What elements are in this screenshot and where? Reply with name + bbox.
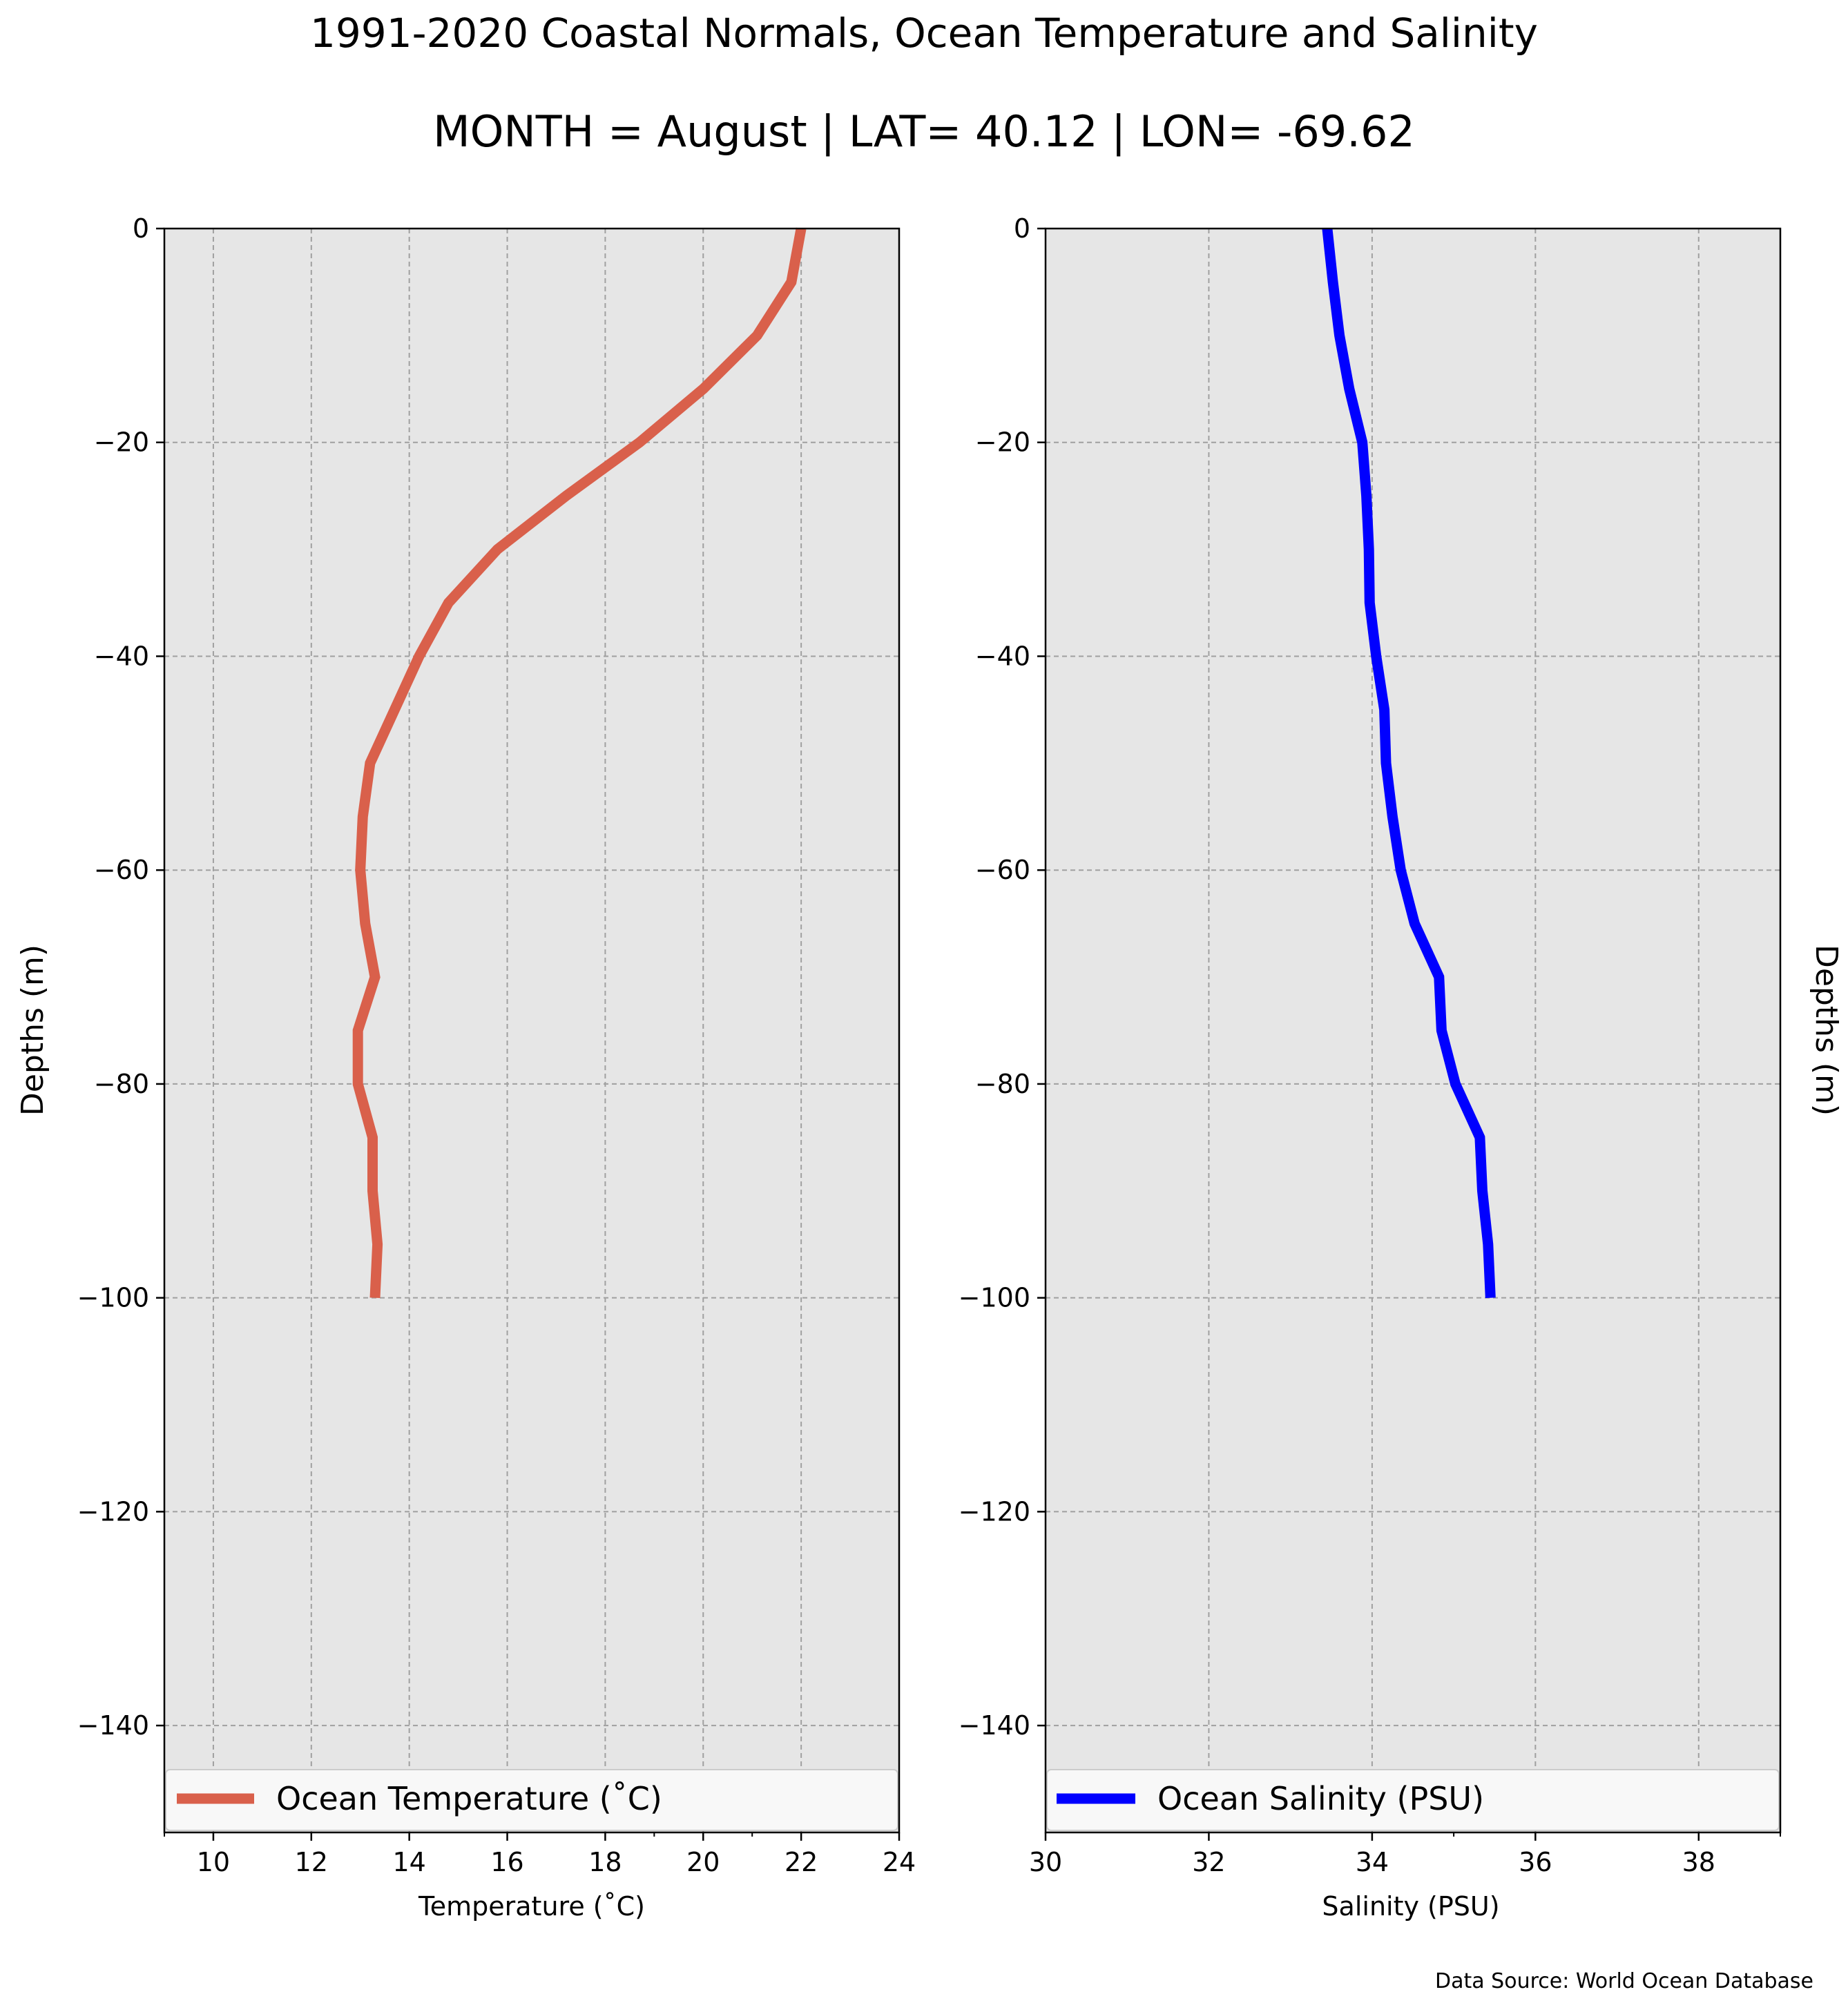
salinity-y-tick-label: −140 [959, 1710, 1030, 1741]
salinity-series-line [1322, 228, 1496, 1299]
temperature-x-tick-label: 16 [490, 1847, 523, 1877]
temperature-data-point [375, 977, 376, 978]
salinity-data-point [1441, 1030, 1442, 1031]
temperature-x-tick-label: 12 [295, 1847, 328, 1877]
salinity-data-point [1482, 1190, 1483, 1191]
salinity-data-point [1438, 977, 1439, 978]
salinity-plot-area [1046, 229, 1780, 1832]
salinity-panel: Ocean Salinity (PSU) 30 32 34 36 38 0 −20 −40 −… [959, 213, 1844, 1922]
salinity-y-tick-label: −40 [975, 641, 1030, 671]
salinity-data-point [1414, 923, 1415, 924]
salinity-data-point [1479, 1137, 1480, 1138]
temperature-data-point [372, 1137, 373, 1138]
figure-subtitle: MONTH = August | LAT= 40.12 | LON= -69.6… [433, 106, 1415, 157]
salinity-x-tick-label: 30 [1029, 1847, 1062, 1877]
temperature-y-tick-label: 0 [133, 213, 149, 244]
salinity-data-point [1490, 1297, 1491, 1298]
temperature-x-tick-label: 10 [197, 1847, 230, 1877]
temperature-legend-label: Ocean Temperature (˚C) [276, 1780, 662, 1817]
temperature-y-axis-label: Depths (m) [15, 945, 50, 1116]
salinity-legend-label: Ocean Salinity (PSU) [1157, 1780, 1484, 1817]
temperature-data-point [375, 1297, 376, 1298]
temperature-data-point [377, 1244, 378, 1245]
salinity-y-ticks: 0 −20 −40 −60 −80 −100 −120 −140 [959, 213, 1046, 1741]
temperature-data-point [394, 709, 395, 710]
salinity-data-point [1392, 816, 1393, 817]
salinity-y-tick-label: −20 [975, 427, 1030, 458]
salinity-x-tick-label: 34 [1356, 1847, 1389, 1877]
salinity-data-point [1362, 442, 1363, 443]
temperature-y-tick-label: −20 [94, 427, 149, 458]
temperature-x-tick-label: 20 [686, 1847, 720, 1877]
salinity-y-tick-label: −120 [959, 1496, 1030, 1527]
temperature-x-tick-label: 22 [785, 1847, 818, 1877]
salinity-data-point [1384, 709, 1385, 710]
temperature-series-line [352, 227, 807, 1299]
salinity-x-axis-label: Salinity (PSU) [1322, 1891, 1499, 1922]
salinity-x-tick-label: 36 [1519, 1847, 1552, 1877]
temperature-data-point [418, 656, 419, 657]
temperature-x-tick-label: 14 [392, 1847, 425, 1877]
temperature-y-tick-label: −40 [94, 641, 149, 671]
data-source-note: Data Source: World Ocean Database [1435, 1969, 1813, 1993]
temperature-panel: Ocean Temperature (˚C) 10 12 14 16 18 20 22 24 … [15, 213, 916, 1922]
salinity-line-group [1322, 228, 1496, 1299]
temperature-y-tick-label: −120 [77, 1496, 149, 1527]
temperature-y-tick-label: −80 [94, 1069, 149, 1099]
salinity-y-tick-label: −60 [975, 855, 1030, 885]
temperature-plot-frame [163, 227, 901, 1834]
temperature-data-point [497, 549, 498, 550]
temperature-y-tick-label: −60 [94, 855, 149, 885]
salinity-y-tick-label: −100 [959, 1283, 1030, 1313]
temperature-plot-area [164, 229, 899, 1832]
salinity-x-tick-label: 32 [1192, 1847, 1225, 1877]
salinity-legend: Ocean Salinity (PSU) [1046, 1769, 1780, 1831]
temperature-legend: Ocean Temperature (˚C) [165, 1769, 898, 1831]
temperature-x-tick-label: 24 [883, 1847, 916, 1877]
salinity-y-tick-label: −80 [975, 1069, 1030, 1099]
temperature-data-point [369, 763, 370, 764]
salinity-legend-box [1046, 1769, 1780, 1831]
salinity-y-tick-label: 0 [1014, 213, 1030, 244]
temperature-x-ticks: 10 12 14 16 18 20 22 24 [164, 1832, 916, 1877]
salinity-x-ticks: 30 32 34 36 38 [1029, 1832, 1781, 1877]
temperature-data-point [639, 442, 640, 443]
salinity-x-tick-label: 38 [1682, 1847, 1715, 1877]
salinity-data-point [1386, 763, 1387, 764]
salinity-y-axis-label: Depths (m) [1809, 945, 1844, 1116]
temperature-x-tick-label: 18 [588, 1847, 622, 1877]
temperature-y-tick-label: −100 [77, 1283, 149, 1313]
temperature-legend-box [165, 1769, 898, 1831]
temperature-data-point [757, 335, 758, 336]
temperature-x-axis-label: Temperature (˚C) [418, 1891, 645, 1922]
temperature-y-ticks: 0 −20 −40 −60 −80 −100 −120 −140 [77, 213, 164, 1741]
salinity-plot-frame [1044, 227, 1782, 1834]
temperature-data-point [372, 1190, 373, 1191]
salinity-data-point [1339, 335, 1340, 336]
temperature-line-group [352, 227, 807, 1299]
salinity-data-point [1455, 1083, 1456, 1084]
figure-title: 1991-2020 Coastal Normals, Ocean Tempera… [310, 10, 1538, 57]
temperature-y-tick-label: −140 [77, 1710, 149, 1741]
